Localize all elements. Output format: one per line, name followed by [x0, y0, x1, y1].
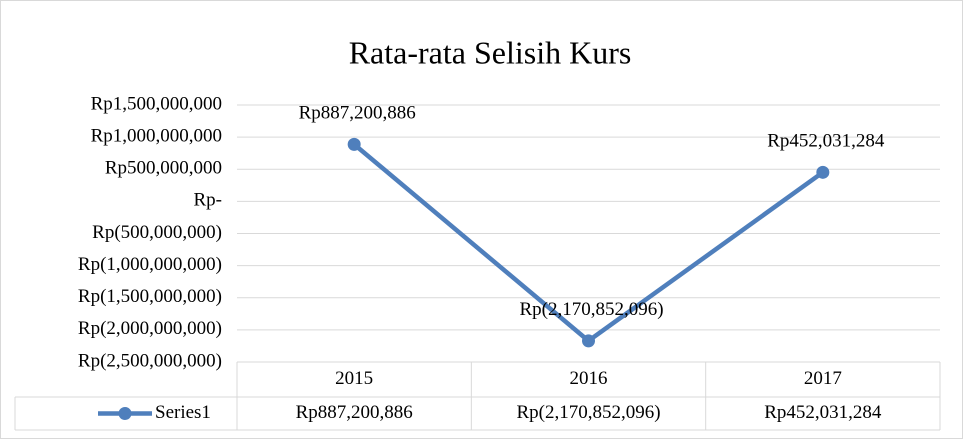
x-tick-label: 2017	[804, 368, 842, 389]
y-tick-label: Rp1,500,000,000	[91, 93, 222, 114]
y-tick-label: Rp-	[194, 190, 223, 211]
y-tick-label: Rp1,000,000,000	[91, 125, 222, 146]
data-label: Rp452,031,284	[767, 131, 885, 152]
y-tick-label: Rp(500,000,000)	[92, 222, 222, 243]
y-tick-label: Rp500,000,000	[105, 158, 222, 179]
data-point	[816, 165, 830, 179]
y-tick-label: Rp(1,500,000,000)	[78, 286, 222, 307]
table-value: Rp452,031,284	[764, 402, 882, 423]
table-value: Rp(2,170,852,096)	[516, 402, 660, 423]
chart-title: Rata-rata Selisih Kurs	[349, 34, 632, 70]
x-tick-label: 2016	[570, 368, 608, 389]
data-label: Rp(2,170,852,096)	[519, 299, 663, 320]
y-tick-label: Rp(2,000,000,000)	[78, 318, 222, 339]
y-tick-label: Rp(1,000,000,000)	[78, 254, 222, 275]
data-point	[347, 137, 361, 151]
data-point	[582, 334, 595, 348]
x-tick-label: 2015	[335, 368, 373, 389]
legend-marker	[118, 407, 132, 420]
table-value: Rp887,200,886	[296, 402, 413, 423]
data-label: Rp887,200,886	[299, 103, 416, 124]
y-tick-label: Rp(2,500,000,000)	[78, 350, 222, 371]
legend-label: Series1	[155, 402, 211, 423]
